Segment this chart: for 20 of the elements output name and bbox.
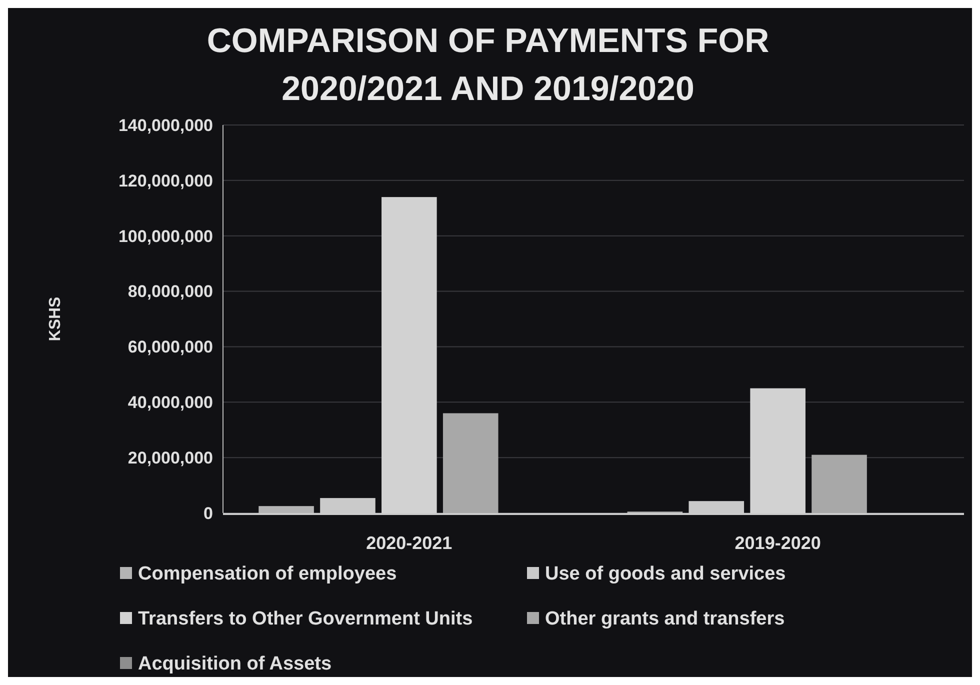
bar xyxy=(442,413,498,513)
x-tick-label: 2020-2021 xyxy=(366,533,452,553)
bar xyxy=(258,506,314,513)
y-tick-label: 40,000,000 xyxy=(128,393,213,412)
y-tick-label: 140,000,000 xyxy=(118,116,213,135)
x-tick-label: 2019-2020 xyxy=(734,533,821,553)
y-tick-label: 100,000,000 xyxy=(118,226,213,246)
legend-label: Acquisition of Assets xyxy=(138,654,332,675)
y-tick-label: 60,000,000 xyxy=(128,338,213,357)
y-tick-label: 80,000,000 xyxy=(128,282,213,302)
legend-label: Compensation of employees xyxy=(138,564,397,585)
y-tick-label: 20,000,000 xyxy=(128,448,213,468)
legend-label: Use of goods and services xyxy=(545,564,786,585)
chart-title: COMPARISON OF PAYMENTS FOR 2020/2021 AND 2019/2020 xyxy=(206,22,770,108)
y-axis-title: KSHS xyxy=(47,296,64,342)
y-tick-label: 0 xyxy=(204,504,213,523)
legend-label: Other grants and transfers xyxy=(545,608,785,630)
bar xyxy=(812,454,867,513)
legend-label: Transfers to Other Government Units xyxy=(138,608,473,630)
y-tick-label: 120,000,000 xyxy=(118,171,213,190)
